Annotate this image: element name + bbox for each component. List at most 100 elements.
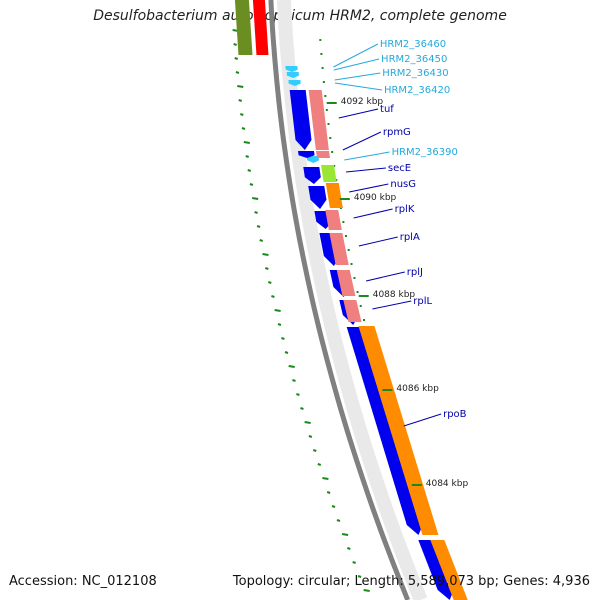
tick-mark xyxy=(271,295,275,298)
feature-salmon xyxy=(329,233,349,265)
cds-arrow-light xyxy=(285,66,298,72)
tick-mark xyxy=(235,71,240,74)
scale-label: 4086 kbp xyxy=(396,384,439,394)
feature-salmon xyxy=(316,151,330,158)
tick-mark xyxy=(243,141,250,144)
tick-mark xyxy=(274,309,281,312)
tick-mark xyxy=(233,43,237,46)
feature-salmon xyxy=(308,90,329,150)
cds-arrow xyxy=(303,167,321,184)
tick-mark xyxy=(363,589,370,592)
feature-orange xyxy=(325,183,343,208)
tick-mark xyxy=(326,491,331,494)
tick-mark xyxy=(249,183,254,186)
leader-line xyxy=(333,58,380,71)
gene-label: HRM2_36420 xyxy=(384,85,450,96)
tick-mark xyxy=(252,197,259,200)
feature-olive xyxy=(234,0,253,55)
leader-line xyxy=(338,108,379,119)
gene-label: secE xyxy=(388,163,411,174)
tick-mark xyxy=(241,127,246,130)
tick-mark xyxy=(254,211,258,214)
leader-line xyxy=(334,82,383,91)
tick-mark xyxy=(238,99,243,102)
leader-line xyxy=(344,151,390,161)
tick-mark xyxy=(265,267,269,270)
leader-line xyxy=(358,236,398,247)
tick-mark xyxy=(304,421,311,424)
leader-line xyxy=(342,131,382,151)
tick-mark xyxy=(247,169,252,172)
scale-label: 4092 kbp xyxy=(341,97,384,107)
tick-mark xyxy=(300,407,304,410)
tick-mark xyxy=(281,337,285,340)
tick-mark xyxy=(237,85,244,88)
tick-mark xyxy=(292,379,296,382)
tick-mark xyxy=(352,561,356,564)
feature-red xyxy=(252,0,269,55)
gene-label: tuf xyxy=(380,104,394,115)
gene-label: nusG xyxy=(390,179,416,190)
tick-mark xyxy=(284,351,289,354)
gene-label: rpoB xyxy=(443,409,467,420)
feature-salmon xyxy=(336,270,356,296)
tick-mark xyxy=(256,225,261,228)
leader-line xyxy=(372,300,412,310)
gene-label: rplL xyxy=(413,296,432,307)
genome-summary: Topology: circular; Length: 5,589,073 bp… xyxy=(232,574,590,589)
feature-orange-bottom xyxy=(430,540,468,600)
tick-mark xyxy=(322,477,329,480)
cds-arrow xyxy=(346,327,423,535)
tick-mark xyxy=(312,449,317,452)
scale-label: 4084 kbp xyxy=(426,479,469,489)
tick-mark xyxy=(346,547,351,550)
cds-arrow-light xyxy=(306,156,320,163)
gene-label: rpmG xyxy=(383,127,411,138)
tick-mark xyxy=(308,435,313,438)
cds-arrow xyxy=(308,186,327,209)
feature-lime xyxy=(321,165,337,182)
tick-mark xyxy=(277,323,282,326)
scale-label: 4088 kbp xyxy=(373,290,416,300)
leader-line xyxy=(346,167,386,173)
gene-label: rplK xyxy=(395,204,415,215)
gene-label: HRM2_36450 xyxy=(381,54,447,65)
tick-mark xyxy=(296,393,300,396)
tick-mark xyxy=(234,57,239,60)
tick-mark xyxy=(317,463,322,466)
cds-arrow xyxy=(298,151,315,158)
tick-mark xyxy=(259,239,264,242)
map-title: Desulfobacterium autotrophicum HRM2, com… xyxy=(93,8,507,24)
cds-arrow xyxy=(418,540,454,600)
cds-arrow-light xyxy=(286,72,299,78)
leader-line xyxy=(333,43,379,68)
feature-salmon xyxy=(343,300,362,322)
tick-mark xyxy=(288,365,295,368)
scale-track: 4092 kbp 4090 kbp 4088 kbp 4086 kbp 4084 kbp xyxy=(326,97,469,489)
gene-label-track: HRM2_36460 HRM2_36450 HRM2_36430 HRM2_36420… xyxy=(333,39,467,427)
backbone-line xyxy=(268,0,411,600)
gene-label: rplA xyxy=(400,232,420,243)
leader-line xyxy=(365,271,405,282)
tick-mark xyxy=(239,113,244,116)
feature-orange-large xyxy=(358,326,439,535)
scale-label: 4090 kbp xyxy=(354,193,397,203)
tick-mark xyxy=(336,519,341,522)
leader-line xyxy=(349,183,389,193)
tick-mark xyxy=(267,281,272,284)
gene-label: HRM2_36460 xyxy=(380,39,446,50)
feature-track xyxy=(234,0,468,600)
tick-mark xyxy=(357,575,362,578)
leader-line xyxy=(334,72,381,81)
tick-mark xyxy=(341,533,349,536)
feature-salmon xyxy=(325,210,342,230)
gene-label: rplJ xyxy=(407,267,423,278)
tick-mark xyxy=(331,505,336,508)
cds-arrow xyxy=(289,90,312,150)
cds-arrow-light xyxy=(288,80,301,86)
leader-line xyxy=(403,413,442,427)
gene-label: HRM2_36390 xyxy=(392,147,458,158)
gene-label: HRM2_36430 xyxy=(382,68,448,79)
tick-mark xyxy=(262,253,269,256)
